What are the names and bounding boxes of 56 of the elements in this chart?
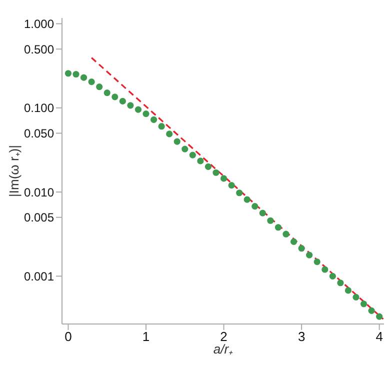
point [352,294,360,301]
point [314,258,320,266]
point [150,116,158,123]
point [259,210,266,216]
y-axis-title: |Im(ω r₊)| [6,145,22,197]
point [290,238,298,245]
x-tick-label: 1 [142,329,150,344]
point [274,224,282,231]
y-tick-label: 0.001 [24,269,54,284]
x-tick-label: 2 [220,329,228,344]
point [306,252,313,258]
point [322,266,328,273]
y-tick-label: 0.500 [24,42,54,56]
point [267,217,274,224]
point [212,169,220,176]
y-tick-label: 0.005 [24,210,54,225]
point [158,123,165,130]
point [127,102,134,109]
point [189,152,196,158]
point [236,190,243,196]
point [220,175,228,182]
x-tick-label: 3 [298,329,306,344]
point [96,84,103,90]
point [360,300,368,308]
point [329,272,336,280]
point [88,78,95,86]
point [174,138,180,145]
point [166,130,173,138]
point [344,287,352,294]
y-tick-label: 0.100 [24,101,54,116]
point [244,196,250,203]
x-tick-label: 0 [64,329,72,344]
point [282,230,290,238]
y-tick-label: 0.050 [24,126,54,140]
point [252,203,258,210]
y-tick-label: 1.000 [24,16,54,31]
point [64,70,72,77]
point [104,90,110,96]
point [112,94,118,100]
point [182,146,188,152]
x-tick-label: 4 [376,329,383,344]
point [72,70,80,78]
point [228,182,235,189]
point [80,74,88,81]
point [142,110,150,118]
point [298,245,305,252]
point [119,98,126,105]
y-tick-label: 0.010 [24,185,54,200]
line-series [90,56,384,320]
x-axis-title: a/r₊ [213,342,234,357]
point [368,307,375,314]
point [204,163,212,170]
point [337,280,344,286]
point [134,106,142,113]
point [197,158,204,164]
point [376,313,383,320]
